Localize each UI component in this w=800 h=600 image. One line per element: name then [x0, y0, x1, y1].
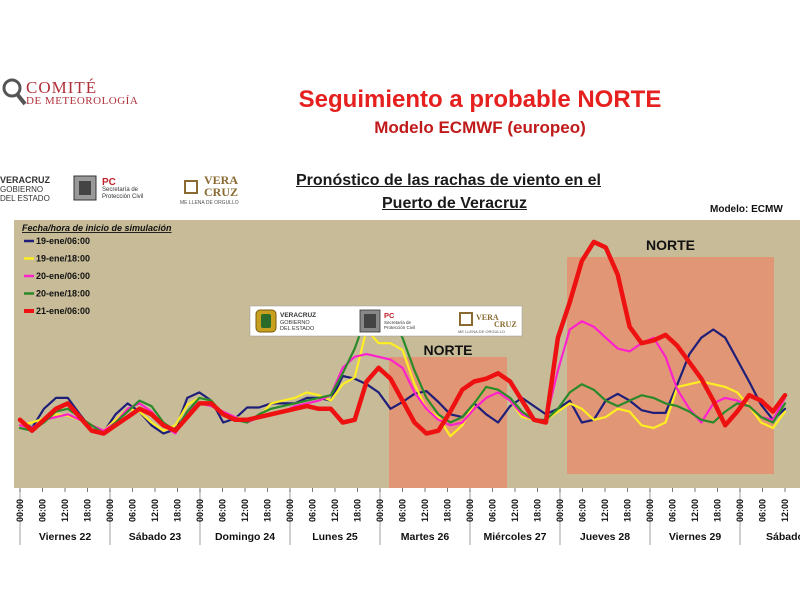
strip-veracruz-2: GOBIERNO: [280, 320, 310, 326]
logo-veracruz-2: GOBIERNO: [0, 185, 44, 194]
x-tick-label: 18:00: [533, 499, 543, 522]
strip-vera-3: ME LLENA DE ORGULLO: [458, 329, 505, 334]
norte-label: NORTE: [424, 342, 473, 358]
x-tick-label: 18:00: [443, 499, 453, 522]
legend-label: 20-ene/06:00: [36, 271, 90, 281]
x-axis: 00:00 06:00 12:00 18:00 00:00 06:00 12:00 18:00…: [15, 488, 800, 543]
x-tick-label: 12:00: [240, 499, 250, 522]
x-tick-label: 18:00: [173, 499, 183, 522]
annotation-layer: NORTE NORTE: [389, 237, 774, 488]
x-tick-label: 12:00: [510, 499, 520, 522]
strip-pc-2: Secretaría de: [384, 320, 412, 325]
vera-ornament-icon: [459, 312, 473, 326]
magnifier-logo-icon: [2, 78, 27, 106]
series-line-20-ene/06:00: [18, 320, 787, 435]
logo-vera-2: CRUZ: [204, 185, 239, 199]
logo-pc-2: Secretaría de: [102, 187, 139, 193]
page-subtitle: Modelo ECMWF (europeo): [374, 118, 586, 137]
x-tick-label: 06:00: [758, 499, 768, 522]
day-label: Jueves 28: [580, 531, 630, 543]
x-tick-label: 12:00: [150, 499, 160, 522]
legend-label: 19-ene/18:00: [36, 254, 90, 264]
strip-veracruz-3: DEL ESTADO: [280, 326, 315, 332]
x-tick-label: 00:00: [105, 499, 115, 522]
legend-title: Fecha/hora de inicio de simulación: [22, 223, 172, 233]
day-label: Lunes 25: [312, 531, 358, 543]
logo-veracruz: VERACRUZ GOBIERNO DEL ESTADO: [0, 175, 51, 204]
grid-layer: [19, 490, 741, 545]
series-line-21-ene/06:00: [17, 239, 788, 436]
series-layer: [17, 239, 788, 438]
day-label: Martes 26: [401, 531, 450, 543]
x-tick-label: 12:00: [330, 499, 340, 522]
x-tick-label: 18:00: [623, 499, 633, 522]
chart-title-line-2: Puerto de Veracruz: [382, 195, 527, 212]
logo-pc-1: PC: [102, 177, 116, 188]
x-tick-label: 00:00: [735, 499, 745, 522]
logo-vera: VERA CRUZ: [204, 174, 238, 198]
strip-pc-1: PC: [384, 311, 395, 320]
norte-band: [567, 257, 774, 474]
x-tick-label: 00:00: [645, 499, 655, 522]
x-tick-label: 12:00: [600, 499, 610, 522]
strip-veracruz-1: VERACRUZ: [280, 312, 316, 319]
x-tick-label: 00:00: [285, 499, 295, 522]
page-title: Seguimiento a probable NORTE: [298, 86, 662, 113]
x-tick-label: 06:00: [398, 499, 408, 522]
vera-ornament-icon: [184, 180, 198, 194]
x-tick-label: 00:00: [555, 499, 565, 522]
strip-pc-3: Protección Civil: [384, 325, 415, 330]
chart-title-line-1: Pronóstico de las rachas de viento en el: [296, 172, 601, 189]
series-line-20-ene/18:00: [18, 309, 787, 435]
x-tick-label: 06:00: [128, 499, 138, 522]
day-label: Domingo 24: [215, 531, 275, 543]
logo-veracruz-1: VERACRUZ: [0, 175, 51, 185]
x-tick-label: 12:00: [420, 499, 430, 522]
x-tick-label: 06:00: [308, 499, 318, 522]
x-tick-label: 00:00: [465, 499, 475, 522]
logo-veracruz-3: DEL ESTADO: [0, 194, 50, 203]
logo-vera-3: ME LLENA DE ORGULLO: [180, 200, 239, 206]
x-tick-label: 06:00: [218, 499, 228, 522]
model-label: Modelo: ECMW: [710, 204, 783, 215]
day-label: Sábado: [766, 531, 800, 543]
veracruz-shield-icon: [255, 309, 277, 333]
x-tick-label: 06:00: [668, 499, 678, 522]
x-tick-label: 00:00: [15, 499, 25, 522]
org-sub: DE METEOROLOGÍA: [26, 95, 139, 107]
pc-shield-icon: [73, 175, 97, 201]
x-tick-label: 00:00: [375, 499, 385, 522]
logo-strip-chart: VERACRUZ GOBIERNO DEL ESTADO PC Secretar…: [249, 305, 523, 337]
x-tick-label: 18:00: [263, 499, 273, 522]
logo-pc: PC Secretaría de Protección Civil: [102, 178, 143, 201]
day-label: Sábado 23: [129, 531, 182, 543]
legend: Fecha/hora de inicio de simulación 19-ene…: [22, 223, 172, 316]
logo-vera-1: VERA: [204, 173, 239, 187]
day-label: Viernes 29: [669, 531, 722, 543]
strip-vera-1: VERA: [476, 313, 499, 322]
x-tick-label: 12:00: [780, 499, 790, 522]
x-tick-label: 06:00: [38, 499, 48, 522]
x-tick-label: 18:00: [713, 499, 723, 522]
x-tick-label: 18:00: [353, 499, 363, 522]
pc-shield-icon: [359, 309, 381, 333]
legend-label: 19-ene/06:00: [36, 236, 90, 246]
x-tick-label: 00:00: [195, 499, 205, 522]
legend-label: 20-ene/18:00: [36, 289, 90, 299]
x-tick-label: 12:00: [690, 499, 700, 522]
norte-label: NORTE: [646, 237, 695, 253]
x-tick-label: 06:00: [488, 499, 498, 522]
legend-label: 21-ene/06:00: [36, 306, 90, 316]
x-tick-label: 12:00: [60, 499, 70, 522]
day-label: Viernes 22: [39, 531, 92, 543]
strip-vera-2: CRUZ: [494, 320, 517, 329]
x-tick-label: 18:00: [83, 499, 93, 522]
logo-pc-3: Protección Civil: [102, 194, 144, 200]
day-label: Miércoles 27: [483, 531, 546, 543]
series-line-19-ene/18:00: [18, 328, 787, 438]
x-tick-label: 06:00: [578, 499, 588, 522]
org-name: COMITÉ: [26, 78, 98, 97]
